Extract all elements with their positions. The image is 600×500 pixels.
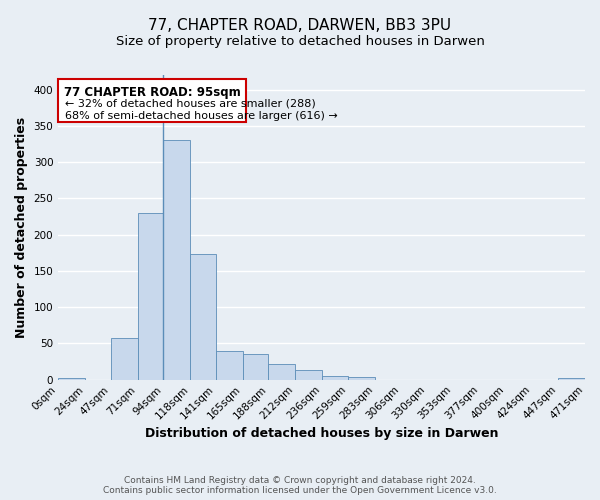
Bar [322, 376, 348, 380]
Y-axis label: Number of detached properties: Number of detached properties [15, 117, 28, 338]
Bar [348, 377, 375, 380]
Bar [295, 370, 322, 380]
Bar [216, 350, 243, 380]
Bar [58, 78, 246, 122]
Bar [58, 378, 85, 380]
Bar [268, 364, 295, 380]
Text: Contains public sector information licensed under the Open Government Licence v3: Contains public sector information licen… [103, 486, 497, 495]
Text: 77 CHAPTER ROAD: 95sqm: 77 CHAPTER ROAD: 95sqm [64, 86, 241, 99]
Text: ← 32% of detached houses are smaller (288): ← 32% of detached houses are smaller (28… [65, 98, 316, 108]
Bar [190, 254, 216, 380]
Text: 77, CHAPTER ROAD, DARWEN, BB3 3PU: 77, CHAPTER ROAD, DARWEN, BB3 3PU [148, 18, 452, 32]
Bar [111, 338, 137, 380]
X-axis label: Distribution of detached houses by size in Darwen: Distribution of detached houses by size … [145, 427, 499, 440]
Bar [163, 140, 190, 380]
Text: 68% of semi-detached houses are larger (616) →: 68% of semi-detached houses are larger (… [65, 110, 338, 120]
Bar [243, 354, 268, 380]
Text: Size of property relative to detached houses in Darwen: Size of property relative to detached ho… [116, 35, 484, 48]
Bar [558, 378, 585, 380]
Text: Contains HM Land Registry data © Crown copyright and database right 2024.: Contains HM Land Registry data © Crown c… [124, 476, 476, 485]
Bar [137, 213, 163, 380]
